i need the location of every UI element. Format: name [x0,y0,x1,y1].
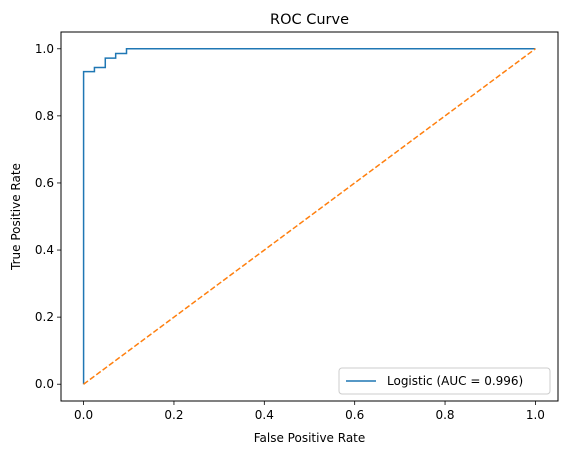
y-tick-label: 1.0 [35,42,54,56]
y-tick-label: 0.8 [35,109,54,123]
x-tick-label: 1.0 [526,408,545,422]
y-axis-label: True Positive Rate [9,163,23,271]
plot-frame [60,31,559,402]
legend-label-logistic: Logistic (AUC = 0.996) [387,374,523,388]
x-tick-label: 0.4 [255,408,274,422]
y-tick-label: 0.6 [35,176,54,190]
legend: Logistic (AUC = 0.996) [338,367,551,395]
series-line-logistic [82,48,536,385]
x-tick-label: 0.2 [164,408,183,422]
y-tick-label: 0.4 [35,243,54,257]
chart-title: ROC Curve [270,12,349,28]
x-tick-label: 0.6 [345,408,364,422]
series-line-chance [83,48,536,385]
x-tick-label: 0.8 [435,408,454,422]
plot-area [82,48,536,385]
y-tick-label: 0.2 [35,310,54,324]
x-axis-label: False Positive Rate [254,431,366,445]
y-tick-label: 0.0 [35,377,54,391]
axis-ticks: 0.0 0.2 0.4 0.6 0.8 1.0 0.0 0.2 0.4 0.6 0.8 1.0 [35,42,545,422]
x-tick-label: 0.0 [74,408,93,422]
legend-box [338,367,551,395]
